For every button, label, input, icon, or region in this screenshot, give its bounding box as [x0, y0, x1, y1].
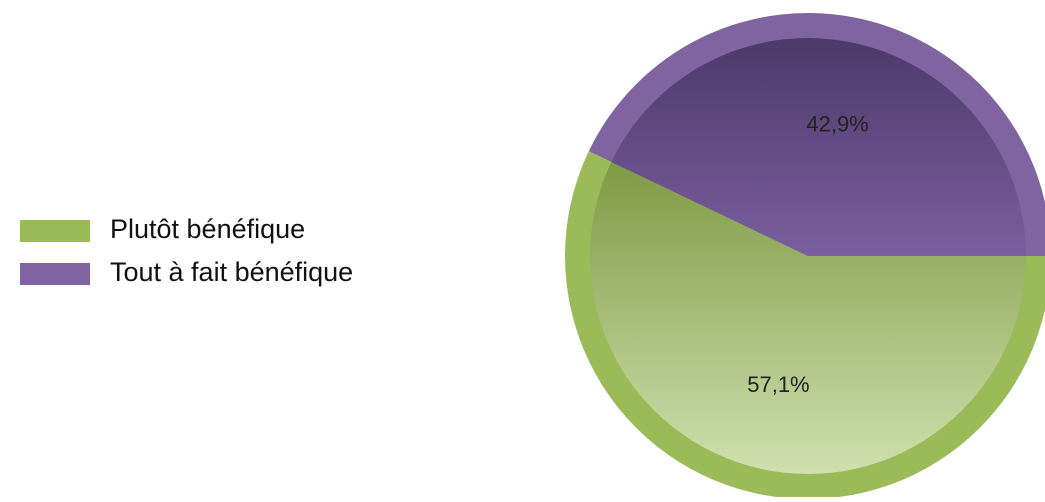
legend-label: Tout à fait bénéfique — [110, 257, 353, 287]
data-label: 42,9% — [806, 111, 868, 136]
legend-label: Plutôt bénéfique — [110, 214, 305, 244]
legend-swatch — [20, 263, 90, 285]
legend-swatch — [20, 220, 90, 242]
pie-slice — [590, 161, 1026, 474]
data-label: 57,1% — [747, 372, 809, 397]
pie-slice — [611, 37, 1026, 256]
